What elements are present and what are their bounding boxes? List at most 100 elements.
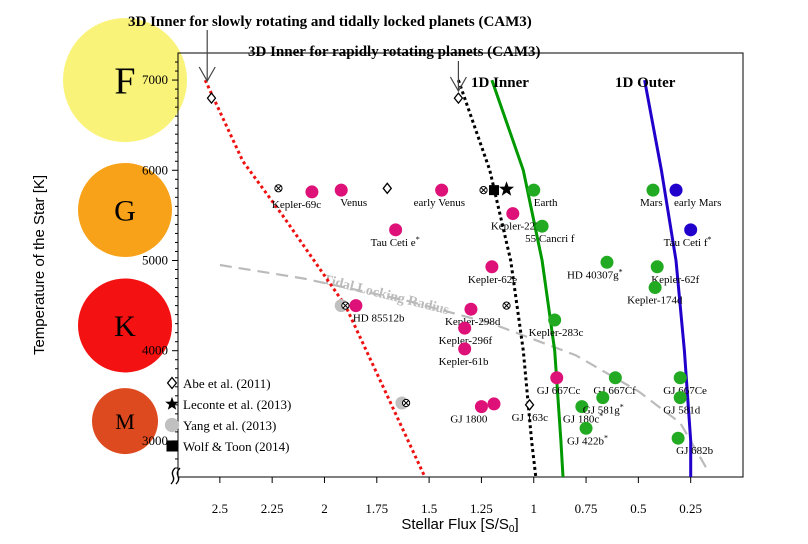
- planet-name: HD 40307g: [567, 269, 619, 281]
- planet-label: Kepler-296f: [439, 335, 493, 347]
- otimes-cross: [480, 187, 487, 193]
- planet-dot: [474, 400, 488, 414]
- planet-name: Kepler-298d: [445, 316, 501, 328]
- otimes-cross: [342, 302, 349, 309]
- star-marker: [498, 181, 515, 196]
- planet-name: Kepler-62e: [468, 274, 517, 286]
- planet-label: GJ 682b: [676, 445, 713, 457]
- y-tick-label: 7000: [142, 72, 168, 87]
- planet-name: Kepler-62f: [651, 274, 699, 286]
- planet-dot: [506, 207, 520, 221]
- planet-name: GJ 422b: [567, 435, 604, 447]
- planet-label: early Venus: [414, 197, 465, 209]
- planet-note-mark: *: [604, 433, 608, 442]
- planet-label: Kepler-61b: [439, 356, 489, 368]
- spectral-class-label: K: [114, 310, 136, 343]
- planet-label: Venus: [340, 197, 367, 209]
- planet-name: HD 85512b: [353, 313, 405, 325]
- planet-dot: [435, 183, 449, 197]
- legend-label: Wolf & Toon (2014): [183, 439, 290, 454]
- x-tick-label: 1.5: [421, 501, 437, 516]
- planet-note-mark: *: [416, 235, 420, 244]
- gray-dot-marker: [164, 417, 180, 433]
- annotation-arrowhead: [198, 66, 216, 83]
- planet-label: GJ 180c*: [563, 412, 603, 426]
- planet-name: early Mars: [674, 197, 721, 209]
- planet-label: GJ 667Ce: [663, 385, 707, 397]
- diamond-marker: [206, 92, 217, 105]
- planet-name: Tau Ceti f: [664, 237, 708, 249]
- planet-name: GJ 1800: [450, 414, 487, 426]
- boundary-label: 1D Outer: [615, 75, 676, 91]
- otimes-cross: [403, 400, 409, 406]
- planet-name: Kepler-296f: [439, 335, 493, 347]
- x-tick-label: 1.25: [470, 501, 493, 516]
- planet-dot: [575, 400, 589, 414]
- planet-dot: [305, 185, 319, 199]
- series-line: [456, 79, 538, 478]
- planet-label: Tau Ceti e*: [371, 235, 420, 249]
- planet-markers: Kepler-69c Venus early Venus Tau Ceti e* Kep…: [272, 183, 721, 457]
- planet-dot: [527, 183, 541, 197]
- y-tick-label: 5000: [142, 252, 168, 267]
- diamond-marker: [382, 182, 393, 195]
- boundary-labels: 1D Inner 1D Outer: [471, 75, 676, 91]
- diamond-marker: [166, 376, 178, 390]
- spectral-class-g-circle: [78, 162, 172, 257]
- planet-label: early Mars: [674, 197, 721, 209]
- annotation-label: 3D Inner for rapidly rotating planets (C…: [248, 44, 541, 60]
- planet-label: Kepler-62f: [651, 274, 699, 286]
- planet-label: Kepler-22b: [491, 221, 541, 233]
- series-line: [643, 79, 693, 477]
- annotation-label: 3D Inner for slowly rotating and tidally…: [128, 14, 532, 30]
- planet-note-mark: *: [620, 403, 624, 412]
- planet-dot: [458, 321, 472, 335]
- planet-label: Kepler-283c: [529, 327, 584, 339]
- axis-break-icon: [170, 467, 181, 485]
- planet-dot: [684, 223, 698, 237]
- planet-dot: [648, 281, 662, 295]
- y-tick-label: 3000: [142, 433, 168, 448]
- legend-label: Leconte et al. (2013): [183, 397, 291, 412]
- series-line: [203, 79, 427, 478]
- planet-dot: [485, 260, 499, 274]
- planet-name: Kepler-61b: [439, 356, 489, 368]
- planet-label: Kepler-298d: [445, 316, 501, 328]
- y-axis-label: Temperature of the Star [K]: [31, 175, 48, 355]
- spectral-class-f-circle: [63, 18, 187, 143]
- spectral-class-label: G: [114, 194, 136, 227]
- planet-note-mark: *: [599, 412, 603, 421]
- planet-note-mark: *: [619, 267, 623, 276]
- y-tick-label: 4000: [142, 343, 168, 358]
- planet-name: Kepler-174d: [627, 295, 683, 307]
- planet-label: 55 Cancri f: [525, 233, 575, 245]
- annotation-arrowhead: [449, 76, 467, 93]
- planet-name: GJ 667Ce: [663, 385, 707, 397]
- square-marker: [166, 440, 178, 452]
- planet-label: Kepler-69c: [272, 199, 321, 211]
- otimes-cross: [503, 302, 510, 309]
- planet-label: GJ 667Cc: [537, 385, 581, 397]
- diamond-marker: [524, 398, 535, 411]
- planet-dot: [608, 371, 622, 385]
- planet-name: Venus: [340, 197, 367, 209]
- plot-frame: [177, 52, 744, 478]
- annotations: 3D Inner for slowly rotating and tidally…: [128, 14, 541, 93]
- planet-dot: [349, 299, 363, 313]
- planet-dot: [673, 371, 687, 385]
- planet-dot: [646, 183, 660, 197]
- planet-label: HD 40307g*: [567, 267, 623, 281]
- spectral-class-m-circle: [92, 388, 158, 455]
- boundary-label: 1D Inner: [471, 75, 529, 91]
- planet-label: HD 85512b: [353, 313, 405, 325]
- model-markers: [206, 92, 535, 411]
- planet-dot: [535, 219, 549, 233]
- planet-dot: [650, 260, 664, 274]
- y-tick-label: 6000: [142, 162, 168, 177]
- planet-dot: [596, 391, 610, 405]
- legend-label: Yang et al. (2013): [183, 418, 276, 433]
- x-tick-label: 0.25: [679, 501, 702, 516]
- planet-dot: [579, 421, 593, 435]
- planet-dot: [671, 431, 685, 445]
